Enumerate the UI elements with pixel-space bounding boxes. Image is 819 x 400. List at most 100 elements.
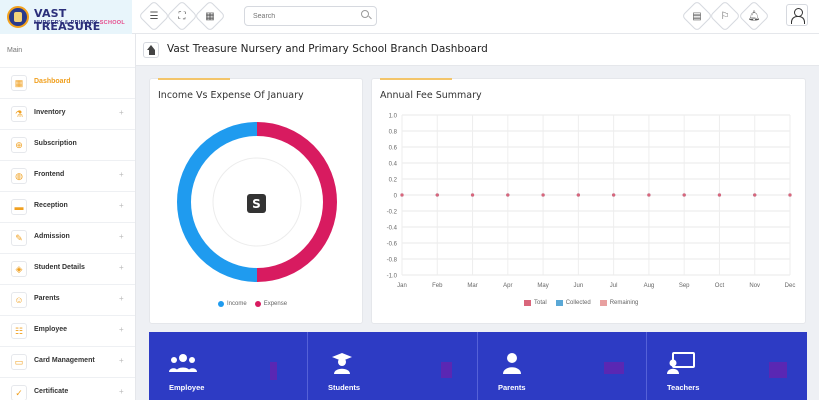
calendar-button[interactable]: ▤ (681, 0, 713, 32)
y-tick-label: -0.6 (387, 242, 398, 248)
sidebar-item-employee[interactable]: ☷ Employee + (0, 315, 135, 346)
tile-parents[interactable]: Parents (477, 332, 646, 400)
point-total-nov[interactable] (753, 193, 757, 197)
legend-remaining-label[interactable]: Remaining (609, 300, 639, 306)
sidebar-item-label: Inventory (34, 109, 66, 116)
x-tick-label: Dec (785, 283, 796, 289)
point-total-apr[interactable] (506, 193, 510, 197)
tile-employee[interactable]: Employee (149, 332, 307, 400)
inner-ring (212, 157, 302, 247)
y-tick-label: 1.0 (389, 114, 398, 120)
income-donut-chart: S (177, 122, 337, 282)
tile-students-accent (441, 362, 452, 378)
x-tick-label: Jan (397, 283, 407, 289)
card-accent (380, 78, 452, 80)
x-tick-label: Sep (679, 283, 690, 289)
y-tick-label: -0.8 (387, 258, 398, 264)
point-total-mar[interactable] (470, 193, 475, 197)
graduate-icon (332, 353, 352, 374)
point-total-dec[interactable] (788, 193, 792, 197)
point-total-jan[interactable] (400, 193, 404, 197)
tile-students[interactable]: Students (307, 332, 477, 400)
y-tick-label: 0 (394, 194, 398, 200)
donut-slice-expense[interactable] (256, 122, 337, 282)
point-total-aug[interactable] (647, 193, 651, 197)
certificate-icon: ✓ (11, 385, 27, 400)
y-tick-label: -0.2 (387, 210, 398, 216)
income-legend: Income Expense (218, 301, 287, 307)
sidebar-item-label: Certificate (34, 388, 69, 395)
sidebar-item-label: Card Management (34, 357, 95, 364)
admission-icon: ✎ (11, 230, 27, 246)
fullscreen-button[interactable]: ⛶ (166, 0, 198, 32)
expand-plus-icon[interactable]: + (119, 232, 124, 241)
x-tick-label: Aug (644, 283, 655, 289)
x-tick-label: May (537, 283, 548, 289)
expand-plus-icon[interactable]: + (119, 263, 124, 272)
messages-button[interactable]: ⚐ (709, 0, 741, 32)
hamburger-icon: ☰ (149, 10, 159, 22)
legend-collected-swatch (555, 300, 563, 306)
sidebar-item-subscription[interactable]: ⊕ Subscription (0, 129, 135, 160)
sidebar-item-label: Parents (34, 295, 60, 302)
sidebar-item-parents[interactable]: ☺ Parents + (0, 284, 135, 315)
top-header: VAST TREASURE NURSERY & PRIMARY SCHOOL ☰… (0, 0, 819, 34)
sidebar-item-frontend[interactable]: ◍ Frontend + (0, 160, 135, 191)
expand-plus-icon[interactable]: + (119, 294, 124, 303)
search-input[interactable] (244, 6, 377, 26)
legend-collected-label[interactable]: Collected (565, 300, 591, 306)
sidebar-item-card-management[interactable]: ▭ Card Management + (0, 346, 135, 377)
sidebar-item-label: Employee (34, 326, 68, 333)
search-icon[interactable] (361, 10, 369, 18)
y-tick-label: 0.8 (389, 130, 398, 136)
expand-plus-icon[interactable]: + (119, 325, 124, 334)
point-total-feb[interactable] (435, 193, 439, 197)
donut-slice-income[interactable] (177, 122, 258, 282)
tile-teachers[interactable]: Teachers (646, 332, 807, 400)
point-total-jul[interactable] (612, 193, 616, 197)
apps-button[interactable]: ▦ (194, 0, 226, 32)
legend-remaining-swatch (599, 300, 607, 306)
sidebar-item-inventory[interactable]: ⚗ Inventory + (0, 98, 135, 129)
sidebar-item-certificate[interactable]: ✓ Certificate + (0, 377, 135, 400)
legend-total-label[interactable]: Total (534, 300, 547, 306)
globe-icon: ◍ (11, 168, 27, 184)
bell-icon: 🔔︎ (747, 10, 761, 22)
expand-plus-icon[interactable]: + (119, 356, 124, 365)
student-icon: ◈ (11, 261, 27, 277)
x-tick-label: Apr (503, 283, 512, 289)
expand-plus-icon[interactable]: + (119, 170, 124, 179)
point-total-sep[interactable] (682, 193, 686, 197)
expand-plus-icon[interactable]: + (119, 108, 124, 117)
sidebar-item-label: Dashboard (34, 78, 71, 85)
legend-income-label[interactable]: Income (227, 301, 247, 307)
chart-logo-glyph: S (252, 197, 261, 211)
tile-teachers-label: Teachers (667, 383, 700, 392)
y-tick-label: 0.6 (389, 146, 398, 152)
home-icon[interactable] (143, 42, 159, 58)
sidebar-item-admission[interactable]: ✎ Admission + (0, 222, 135, 253)
sidebar-item-dashboard[interactable]: ▦ Dashboard (0, 67, 135, 98)
tile-parents-accent (604, 362, 624, 374)
chart-logo-badge (247, 194, 266, 213)
sidebar-item-label: Student Details (34, 264, 85, 271)
school-logo[interactable]: VAST TREASURE NURSERY & PRIMARY SCHOOL (0, 0, 132, 34)
notifications-button[interactable]: 🔔︎ (738, 0, 770, 32)
user-avatar-button[interactable] (786, 4, 808, 26)
sidebar-item-reception[interactable]: ▬ Reception + (0, 191, 135, 222)
menu-toggle-button[interactable]: ☰ (138, 0, 170, 32)
card-accent (158, 78, 230, 80)
teacher-board-icon (667, 352, 695, 374)
point-total-may[interactable] (541, 193, 545, 197)
point-total-oct[interactable] (717, 193, 722, 197)
point-total-jun[interactable] (576, 193, 580, 197)
sidebar-item-student-details[interactable]: ◈ Student Details + (0, 253, 135, 284)
sidebar: Main ▦ Dashboard ⚗ Inventory + ⊕ Subscription ◍… (0, 34, 136, 400)
legend-expense-label[interactable]: Expense (263, 301, 288, 307)
y-tick-label: -0.4 (387, 226, 398, 232)
income-chart-title: Income Vs Expense Of January (158, 90, 304, 101)
expand-plus-icon[interactable]: + (119, 387, 124, 396)
expand-plus-icon[interactable]: + (119, 201, 124, 210)
dashboard-icon: ▦ (11, 75, 27, 91)
x-tick-label: Jun (574, 283, 584, 289)
